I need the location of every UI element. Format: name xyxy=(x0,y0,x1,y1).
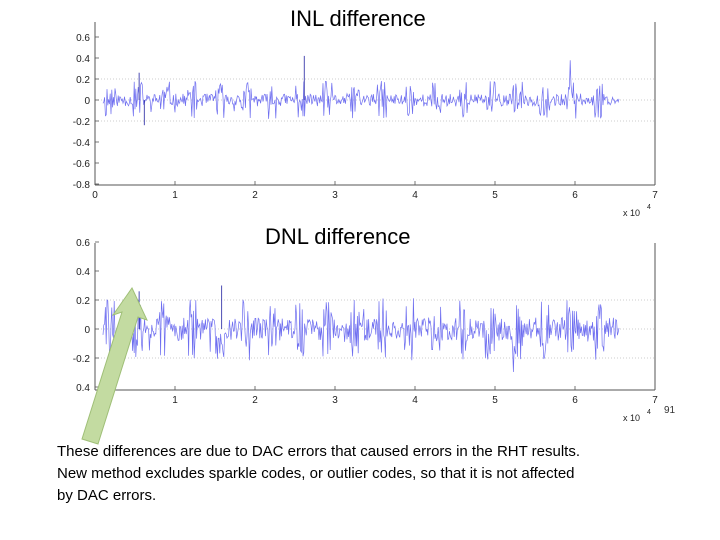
y-tick-label: -0.4 xyxy=(73,138,91,149)
series-line xyxy=(102,298,620,373)
caption-line-2: New method excludes sparkle codes, or ou… xyxy=(57,465,575,482)
y-tick-label: 0.4 xyxy=(76,54,90,65)
x-tick-label: 1 xyxy=(172,190,178,201)
x-tick-label: 1 xyxy=(172,395,178,406)
x-tick-label: 7 xyxy=(652,395,658,406)
y-tick-label: 0.4 xyxy=(76,383,90,394)
caption-line-1: These differences are due to DAC errors … xyxy=(57,443,581,460)
page-number: 91 xyxy=(664,405,676,416)
series-line xyxy=(102,60,620,119)
y-tick-label: 0.2 xyxy=(76,75,90,86)
x-exponent-label: x 10 xyxy=(623,208,640,218)
y-tick-label: 0 xyxy=(84,96,90,107)
x-tick-label: 7 xyxy=(652,190,658,201)
x-tick-label: 3 xyxy=(332,395,338,406)
dnl-chart: 0.6 0.4 0.2 0 -0.2 0.4 1 2 3 4 5 6 7 x 10 4 xyxy=(73,238,658,423)
x-tick-label: 6 xyxy=(572,395,578,406)
inl-chart: 0.60.40.20-0.2-0.4-0.6-0.80 1 2 3 4 5 6 7x 104 xyxy=(73,22,658,218)
dnl-chart-title: DNL difference xyxy=(265,224,411,249)
caption: These differences are due to DAC errors … xyxy=(57,441,657,507)
y-tick-label: -0.2 xyxy=(73,117,91,128)
y-tick-label: 0.6 xyxy=(76,238,90,249)
y-tick-label: 0 xyxy=(84,325,90,336)
x-tick-label: 6 xyxy=(572,190,578,201)
x-exponent-power: 4 xyxy=(647,204,651,211)
y-tick-label: 0.2 xyxy=(76,296,90,307)
x-tick-label: 2 xyxy=(252,395,258,406)
x-tick-label: 3 xyxy=(332,190,338,201)
y-tick-label: -0.2 xyxy=(73,354,91,365)
y-tick-label: -0.6 xyxy=(73,159,91,170)
x-exponent-power: 4 xyxy=(647,409,651,416)
x-tick-label: 0 xyxy=(92,190,98,201)
x-tick-label: 5 xyxy=(492,190,498,201)
x-tick-label: 4 xyxy=(412,395,418,406)
caption-line-3: by DAC errors. xyxy=(57,487,157,504)
x-tick-label: 5 xyxy=(492,395,498,406)
y-tick-label: -0.8 xyxy=(73,180,91,191)
inl-chart-title: INL difference xyxy=(290,6,426,31)
y-tick-label: 0.4 xyxy=(76,267,90,278)
y-tick-label: 0.6 xyxy=(76,33,90,44)
x-exponent-label: x 10 xyxy=(623,413,640,423)
x-tick-label: 4 xyxy=(412,190,418,201)
x-tick-label: 2 xyxy=(252,190,258,201)
